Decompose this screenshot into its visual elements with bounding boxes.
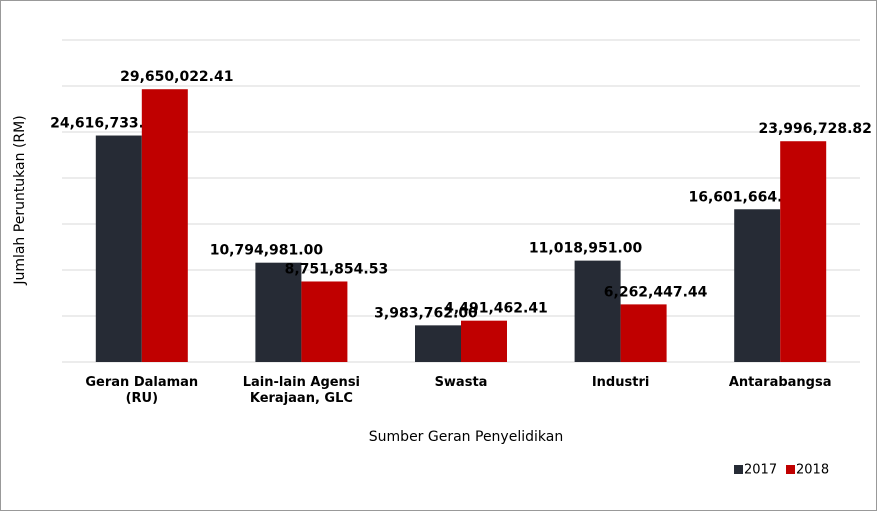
legend-label: 2018: [796, 463, 829, 478]
data-label: 16,601,664.00: [689, 189, 803, 205]
data-label: 11,018,951.00: [529, 241, 643, 257]
bar: [415, 325, 461, 362]
y-axis-title: Jumlah Peruntukan (RM): [12, 115, 28, 285]
bar: [574, 260, 621, 362]
data-label: 23,996,728.82: [759, 121, 872, 137]
data-label: 8,751,854.53: [285, 261, 389, 277]
x-tick-label: Industri: [591, 375, 650, 390]
x-tick-label: Antarabangsa: [728, 375, 832, 390]
legend-swatch: [734, 465, 743, 474]
legend-label: 2017: [744, 463, 777, 478]
bar: [141, 89, 188, 363]
bar: [461, 320, 507, 362]
data-label: 29,650,022.41: [120, 69, 233, 85]
bar: [95, 135, 142, 362]
x-tick-label: Geran Dalaman (RU): [85, 375, 199, 406]
data-label: 3,983,762.00: [374, 305, 478, 321]
bar: [255, 262, 302, 362]
bar: [620, 304, 667, 362]
x-tick-label: Swasta: [434, 375, 488, 390]
data-label: 4,491,462.41: [444, 301, 548, 317]
x-tick-label: Lain-lain Agensi Kerajaan, GLC: [242, 375, 361, 406]
x-axis-title: Sumber Geran Penyelidikan: [369, 429, 563, 445]
bar: [301, 281, 348, 362]
data-label: 24,616,733.00: [50, 116, 164, 132]
data-label: 6,262,447.44: [604, 284, 708, 300]
bar: [780, 141, 827, 362]
bar: [734, 209, 781, 362]
legend-swatch: [786, 465, 795, 474]
data-label: 10,794,981.00: [210, 243, 324, 259]
